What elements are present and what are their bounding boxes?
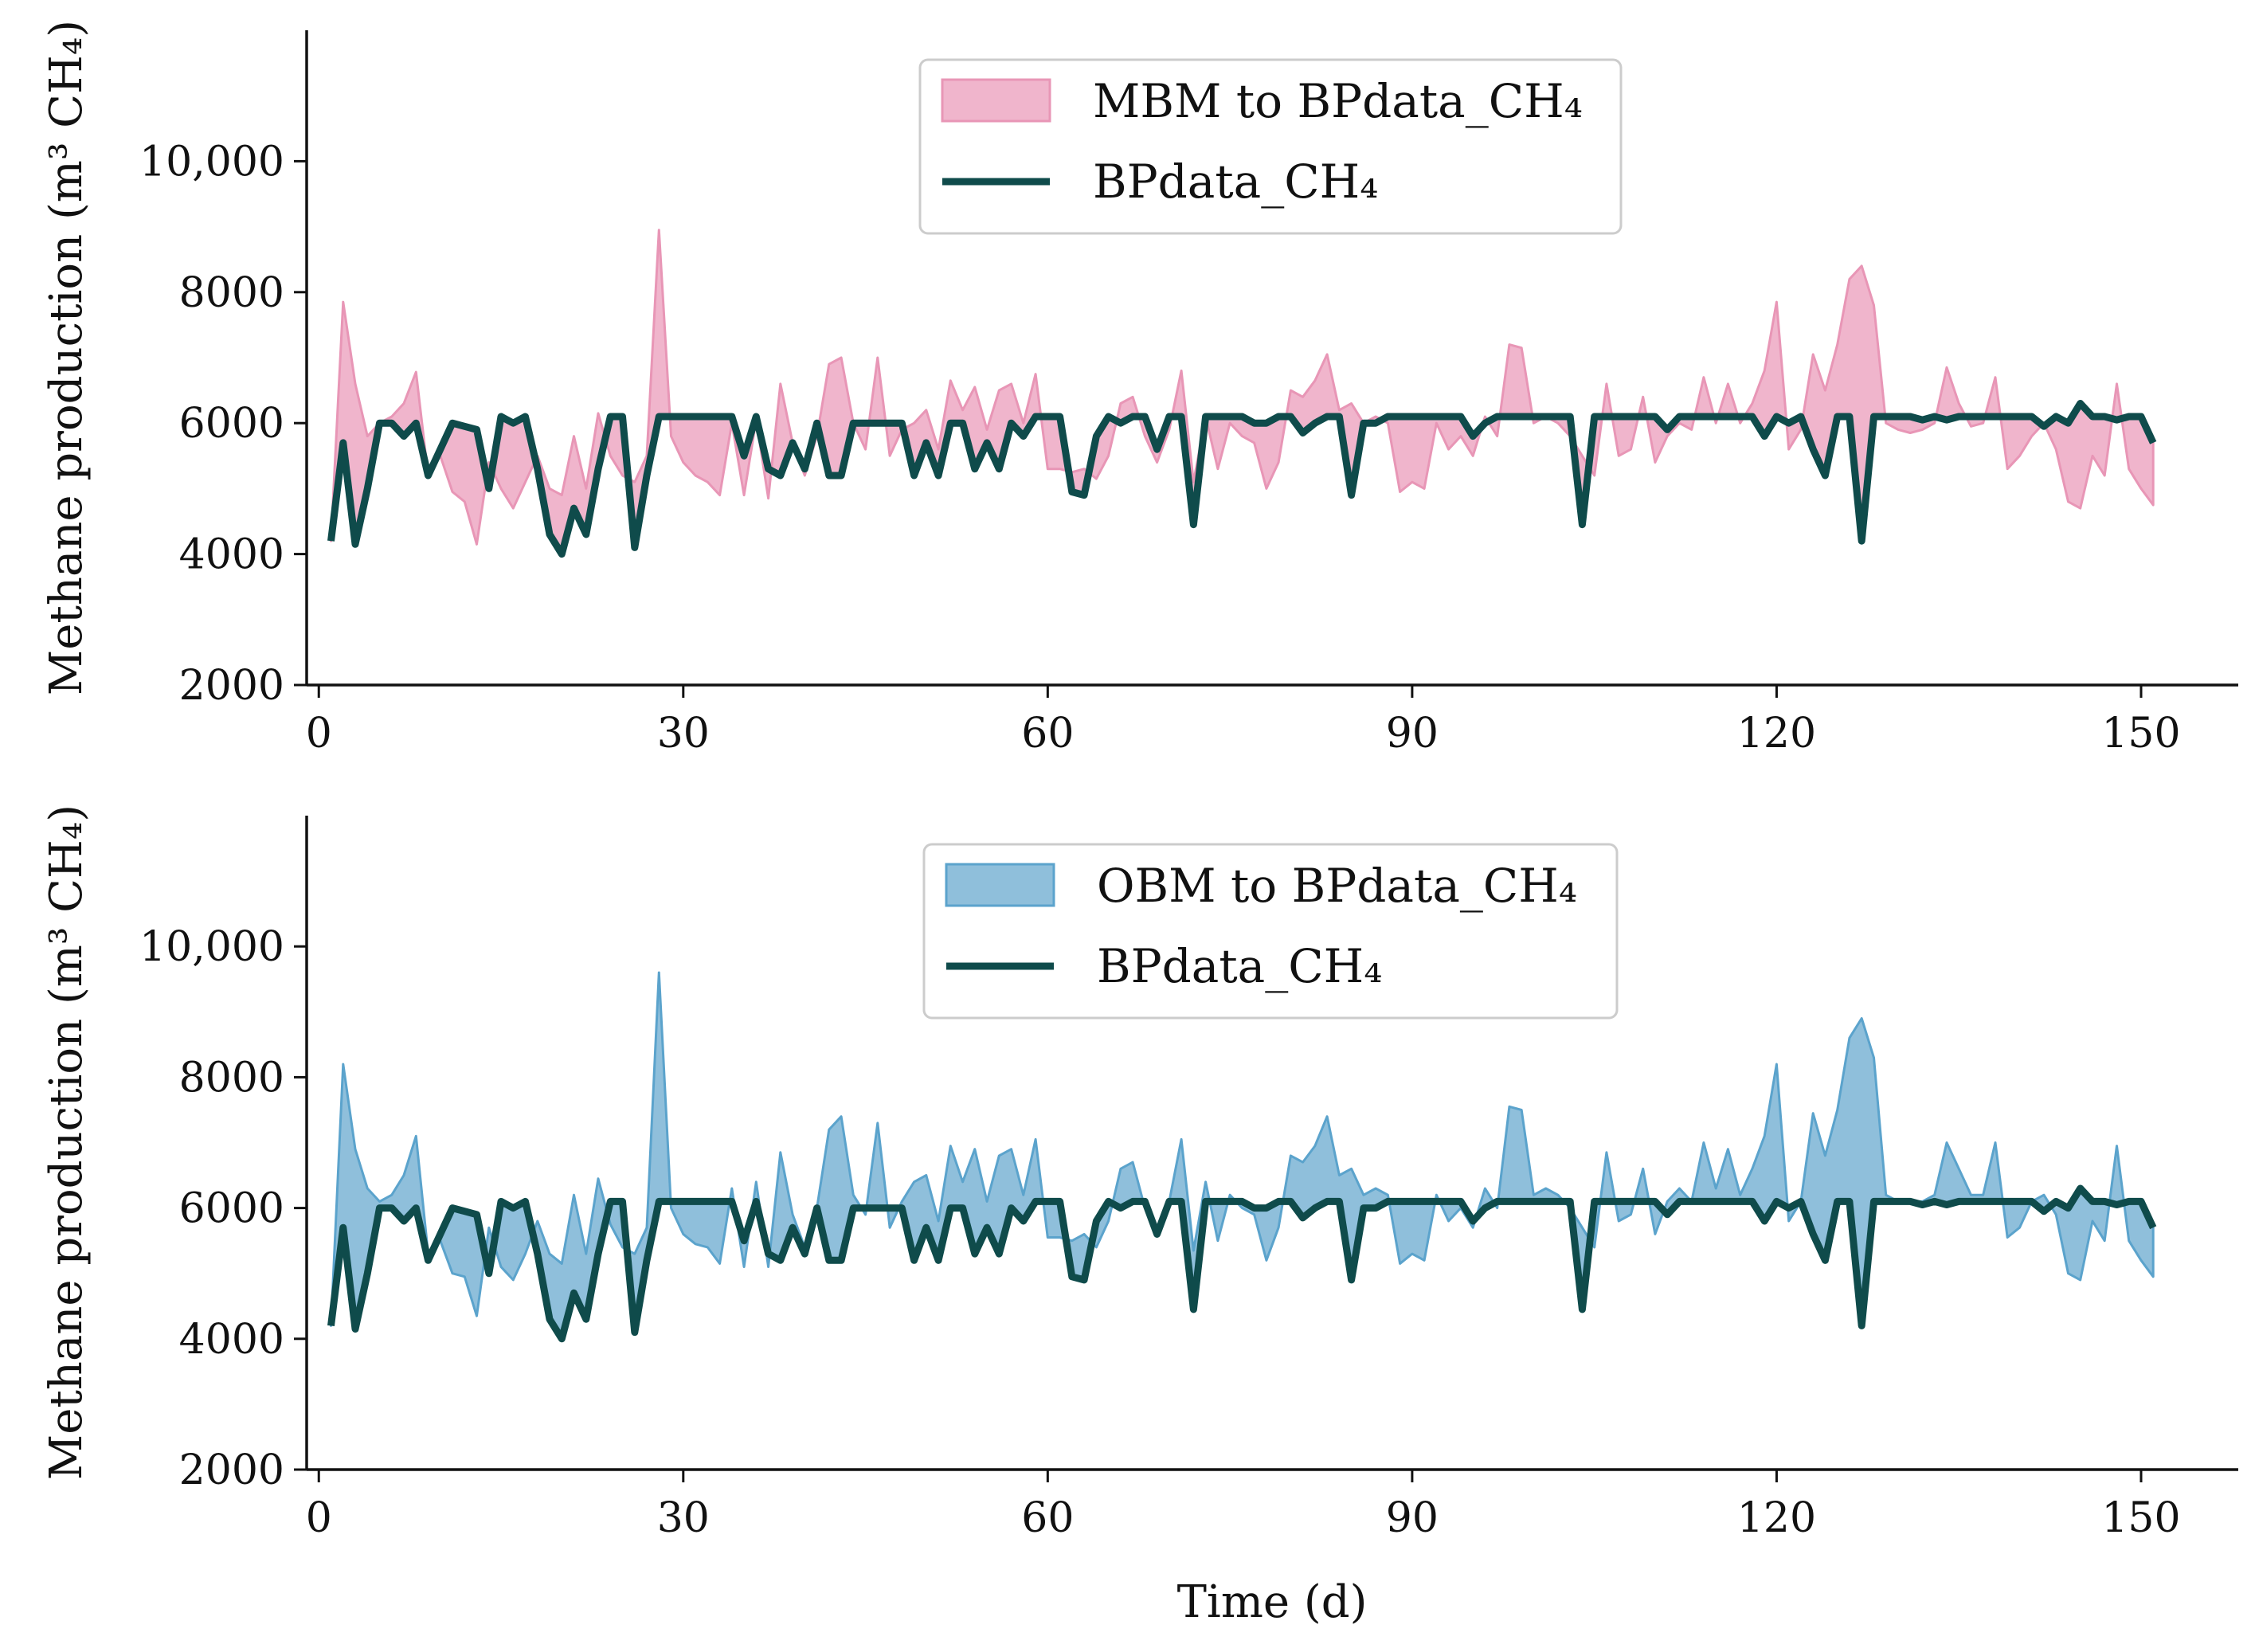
top-bpdata-line: [327, 400, 2157, 558]
bottom-x-tick-label: 0: [306, 1494, 332, 1542]
top-y-axis-label: Methane production (m³ CH₄): [41, 20, 92, 695]
top-plot-area: [327, 229, 2157, 558]
bottom-plot-area: [327, 971, 2157, 1343]
bottom-y-axis-label: Methane production (m³ CH₄): [41, 804, 92, 1480]
bottom-legend-fill-label: OBM to BPdata_CH₄: [1097, 859, 1577, 913]
top-x-tick-label: 120: [1737, 710, 1816, 757]
bottom-legend-fill-swatch: [945, 863, 1055, 907]
bottom-x-axis-label: Time (d): [1177, 1576, 1368, 1628]
bottom-x-tick-label: 150: [2101, 1494, 2180, 1542]
top-panel: 0 30 60 90 120 150 2000 4000 6000 8000 10,000 Met…: [41, 20, 2238, 757]
top-y-tick-label: 8000: [179, 269, 284, 317]
bottom-x-tick-label: 90: [1386, 1494, 1439, 1542]
bottom-y-tick-label: 6000: [179, 1185, 284, 1233]
bottom-x-tick-label: 60: [1021, 1494, 1074, 1542]
top-y-tick-label: 6000: [179, 400, 284, 448]
bottom-y-tick-label: 2000: [179, 1446, 284, 1494]
bottom-panel: 0 30 60 90 120 150 2000 4000 6000 8000 10,000 Met…: [41, 804, 2238, 1628]
top-x-tick-label: 150: [2101, 710, 2180, 757]
bottom-x-tick-label: 120: [1737, 1494, 1816, 1542]
bottom-x-tick-label: 30: [657, 1494, 710, 1542]
top-fill-area: [330, 229, 2155, 556]
bottom-y-tick-label: 4000: [179, 1316, 284, 1364]
bottom-x-ticks: 0 30 60 90 120 150: [306, 1470, 2181, 1542]
bottom-legend-line-label: BPdata_CH₄: [1097, 939, 1382, 993]
top-x-tick-label: 30: [657, 710, 710, 757]
top-x-tick-label: 60: [1021, 710, 1074, 757]
top-x-tick-label: 90: [1386, 710, 1439, 757]
top-x-ticks: 0 30 60 90 120 150: [306, 685, 2181, 757]
bottom-y-tick-label: 8000: [179, 1054, 284, 1102]
top-y-tick-label: 2000: [179, 662, 284, 710]
top-legend-fill-swatch: [941, 78, 1051, 123]
bottom-bpdata-line: [327, 1184, 2157, 1343]
bottom-fill-area: [330, 971, 2155, 1341]
top-y-ticks: 2000 4000 6000 8000 10,000: [139, 138, 307, 710]
top-legend-line-label: BPdata_CH₄: [1093, 155, 1378, 209]
bottom-y-ticks: 2000 4000 6000 8000 10,000: [139, 923, 307, 1494]
bottom-y-tick-label: 10,000: [139, 923, 284, 971]
bottom-legend: OBM to BPdata_CH₄ BPdata_CH₄: [922, 843, 1619, 1020]
top-legend: MBM to BPdata_CH₄ BPdata_CH₄: [918, 58, 1623, 235]
top-y-tick-label: 10,000: [139, 138, 284, 186]
top-legend-fill-label: MBM to BPdata_CH₄: [1093, 74, 1583, 128]
top-y-tick-label: 4000: [179, 531, 284, 579]
top-x-tick-label: 0: [306, 710, 332, 757]
